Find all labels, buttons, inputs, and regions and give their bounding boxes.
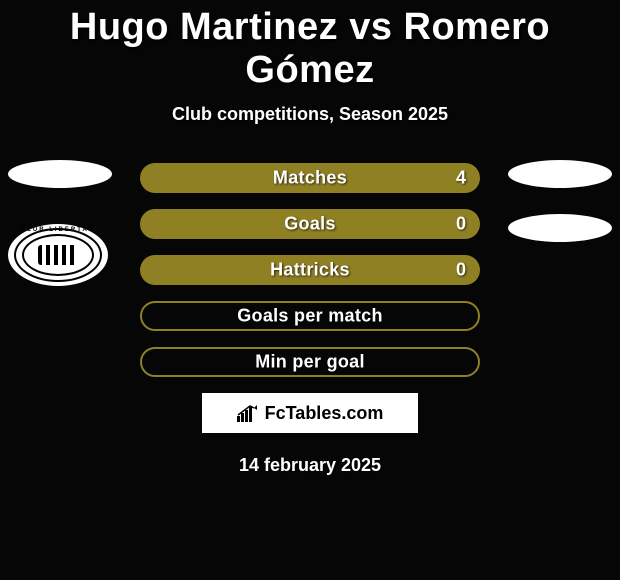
content-area: CLUB LIBERTAD Matches4Goals0Hattricks0Go… — [0, 163, 620, 476]
stat-bars-container: Matches4Goals0Hattricks0Goals per matchM… — [140, 163, 480, 377]
stat-bar-right-value: 0 — [456, 260, 466, 281]
stat-bar-right-value: 0 — [456, 214, 466, 235]
stat-bar: Hattricks0 — [140, 255, 480, 285]
stat-bar-right-value: 4 — [456, 168, 466, 189]
stat-bar-label: Goals — [140, 214, 480, 235]
right-team-logos — [508, 160, 612, 268]
stat-bar-label: Matches — [140, 168, 480, 189]
chart-icon — [237, 404, 259, 422]
team-logo-placeholder — [8, 160, 112, 188]
stat-bar-label: Hattricks — [140, 260, 480, 281]
stat-bar-label: Goals per match — [142, 306, 478, 327]
brand-badge: FcTables.com — [202, 393, 418, 433]
team-logo-placeholder — [508, 214, 612, 242]
stat-bar: Goals per match — [140, 301, 480, 331]
comparison-infographic: Hugo Martinez vs Romero Gómez Club compe… — [0, 0, 620, 580]
page-subtitle: Club competitions, Season 2025 — [0, 104, 620, 125]
club-badge-icon: CLUB LIBERTAD — [8, 224, 108, 286]
page-title: Hugo Martinez vs Romero Gómez — [0, 0, 620, 92]
left-team-logos: CLUB LIBERTAD — [8, 160, 112, 286]
team-logo-placeholder — [508, 160, 612, 188]
brand-text: FcTables.com — [265, 403, 384, 424]
stat-bar-label: Min per goal — [142, 352, 478, 373]
stat-bar: Matches4 — [140, 163, 480, 193]
stat-bar: Goals0 — [140, 209, 480, 239]
footer-date: 14 february 2025 — [0, 455, 620, 476]
stat-bar: Min per goal — [140, 347, 480, 377]
